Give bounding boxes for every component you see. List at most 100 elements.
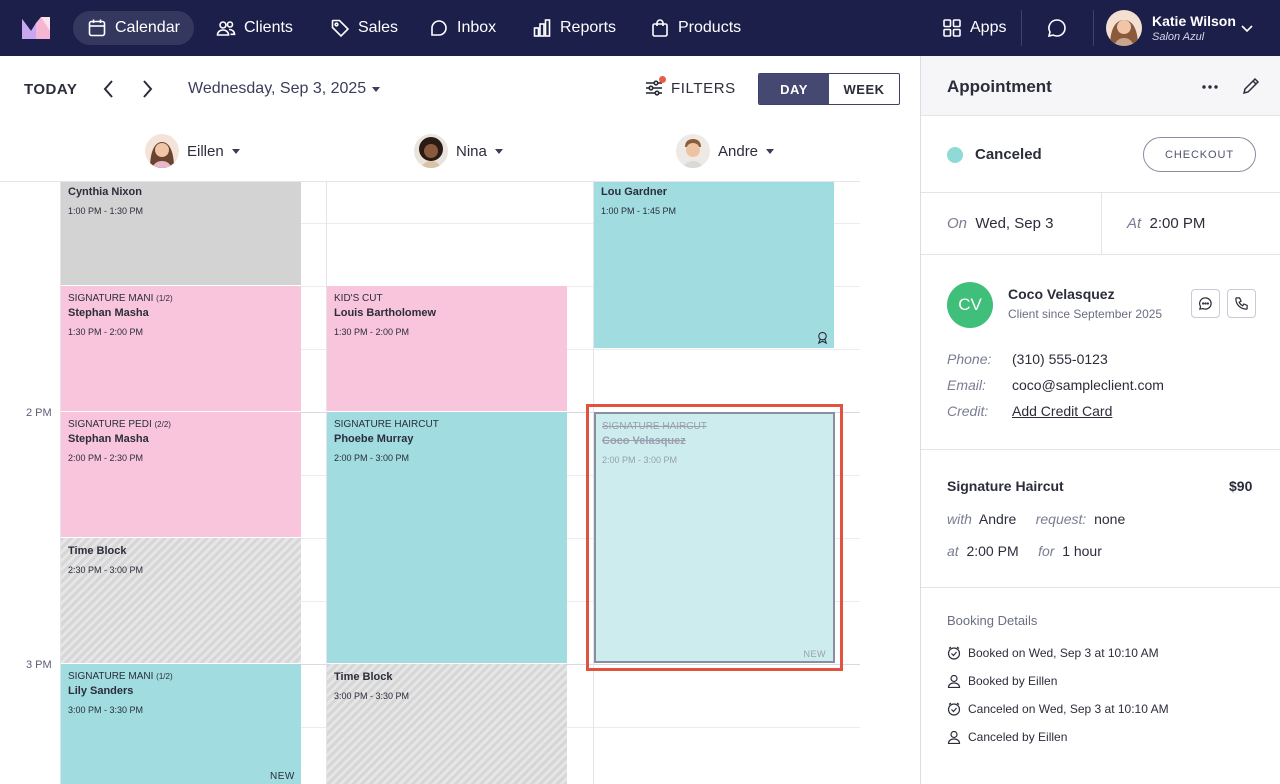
appointment-time: 1:30 PM - 2:00 PM	[68, 327, 144, 337]
appointment-time: 1:00 PM - 1:45 PM	[601, 206, 677, 216]
nav-products[interactable]: Products	[636, 11, 755, 45]
appointment-card[interactable]: KID'S CUT Louis Bartholomew 1:30 PM - 2:…	[327, 286, 567, 412]
service-staff: Andre	[978, 511, 1017, 527]
today-button[interactable]: TODAY	[24, 81, 78, 98]
appointment-card[interactable]: SIGNATURE HAIRCUT Phoebe Murray 2:00 PM …	[327, 412, 567, 664]
add-credit-card-link[interactable]: Add Credit Card	[1012, 403, 1113, 419]
nav-apps-label: Apps	[970, 19, 1007, 36]
nav-clients[interactable]: Clients	[202, 11, 307, 45]
clock-icon	[947, 702, 961, 716]
status-dot	[947, 147, 963, 163]
column-divider	[60, 182, 61, 784]
nav-apps[interactable]: Apps	[928, 11, 1020, 45]
appointment-card[interactable]: Lou Gardner 1:00 PM - 1:45 PM	[594, 182, 834, 349]
appointment-card[interactable]: SIGNATURE MANI (1/2) Stephan Masha 1:30 …	[61, 286, 301, 412]
view-day-button[interactable]: DAY	[759, 74, 829, 104]
appointment-client: Time Block	[334, 671, 393, 683]
appointment-service: SIGNATURE HAIRCUT	[602, 421, 707, 432]
date-label: Wednesday, Sep 3, 2025	[188, 80, 367, 97]
filters-button[interactable]: FILTERS	[645, 76, 736, 97]
appointment-time: 1:00 PM - 1:30 PM	[68, 206, 144, 216]
date-row: On Wed, Sep 3	[947, 215, 1054, 232]
appointment-client: Coco Velasquez	[602, 435, 686, 447]
panel-header: Appointment	[921, 56, 1280, 116]
appointment-time: 2:00 PM - 2:30 PM	[68, 453, 144, 463]
staff-header-nina[interactable]: Nina	[414, 134, 503, 168]
nav-reports[interactable]: Reports	[518, 11, 630, 45]
message-button[interactable]	[1191, 289, 1220, 318]
nav-products-label: Products	[678, 19, 742, 36]
date-picker[interactable]: Wednesday, Sep 3, 2025	[188, 80, 381, 98]
email-value: coco@sampleclient.com	[1012, 377, 1164, 393]
award-icon	[817, 331, 828, 344]
time-block-card[interactable]: Time Block 3:00 PM - 3:30 PM	[327, 664, 567, 784]
appointment-card[interactable]: SIGNATURE MANI (1/2) Lily Sanders 3:00 P…	[61, 664, 301, 784]
appointment-client: Louis Bartholomew	[334, 307, 437, 319]
caret-down-icon	[372, 86, 381, 92]
new-badge: NEW	[270, 771, 295, 782]
panel-divider	[921, 192, 1280, 193]
nav-divider	[1093, 10, 1094, 46]
staff-name: Andre	[718, 142, 759, 160]
pencil-icon[interactable]	[1241, 76, 1261, 96]
service-request: none	[1094, 511, 1126, 527]
appointment-service: SIGNATURE MANI (1/2)	[68, 293, 173, 304]
booking-detail-row: Booked on Wed, Sep 3 at 10:10 AM	[947, 646, 1159, 660]
client-avatar[interactable]: CV	[947, 282, 993, 328]
appointment-card-selected[interactable]: SIGNATURE HAIRCUT Coco Velasquez 2:00 PM…	[594, 412, 835, 663]
status-label: Canceled	[975, 146, 1042, 163]
panel-divider	[921, 587, 1280, 588]
appointment-time: 3:00 PM - 3:30 PM	[68, 705, 144, 715]
staff-header-eillen[interactable]: Eillen	[145, 134, 240, 168]
nav-inbox[interactable]: Inbox	[415, 11, 510, 45]
app-logo[interactable]	[22, 17, 50, 39]
appointment-service: SIGNATURE PEDI (2/2)	[68, 419, 171, 430]
new-badge: NEW	[803, 649, 826, 659]
client-name[interactable]: Coco Velasquez	[1008, 286, 1115, 302]
appointment-time: 2:00 PM - 3:00 PM	[334, 453, 410, 463]
caret-down-icon	[231, 148, 240, 154]
chat-icon[interactable]	[1046, 17, 1068, 39]
chevron-down-icon[interactable]	[1240, 21, 1254, 35]
chevron-left-icon[interactable]	[98, 78, 120, 100]
grid-icon	[943, 19, 961, 37]
chevron-right-icon[interactable]	[136, 78, 158, 100]
checkout-button[interactable]: CHECKOUT	[1143, 137, 1256, 172]
nav-sales[interactable]: Sales	[316, 11, 412, 45]
user-name[interactable]: Katie Wilson	[1152, 13, 1236, 29]
view-week-button[interactable]: WEEK	[843, 81, 885, 97]
time-value: 2:00 PM	[1149, 215, 1206, 232]
appointment-client: Stephan Masha	[68, 307, 149, 319]
filters-label: FILTERS	[671, 79, 736, 97]
nav-reports-label: Reports	[560, 19, 617, 36]
inbox-icon	[431, 20, 447, 36]
time-row: At 2:00 PM	[1127, 215, 1206, 232]
appointment-client: Stephan Masha	[68, 433, 149, 445]
appointment-card[interactable]: Cynthia Nixon 1:00 PM - 1:30 PM	[61, 182, 301, 286]
panel-title: Appointment	[947, 77, 1052, 96]
sliders-icon	[645, 76, 666, 97]
appointment-client: Lily Sanders	[68, 685, 134, 697]
time-block-card[interactable]: Time Block 2:30 PM - 3:00 PM	[61, 538, 301, 664]
appointment-card[interactable]: SIGNATURE PEDI (2/2) Stephan Masha 2:00 …	[61, 412, 301, 538]
appointment-client: Lou Gardner	[601, 186, 668, 198]
service-price: $90	[1229, 478, 1253, 494]
credit-row: Credit: Add Credit Card	[947, 403, 1113, 419]
nav-sales-label: Sales	[358, 19, 399, 36]
person-icon	[947, 730, 961, 744]
selection-highlight	[586, 404, 843, 671]
booking-detail-row: Canceled on Wed, Sep 3 at 10:10 AM	[947, 702, 1169, 716]
client-since: Client since September 2025	[1008, 307, 1163, 321]
user-avatar[interactable]	[1106, 10, 1142, 46]
appointment-service: SIGNATURE MANI (1/2)	[68, 671, 173, 682]
appointment-client: Cynthia Nixon	[68, 186, 142, 198]
service-time-row: at 2:00 PM for 1 hour	[947, 543, 1102, 559]
service-name: Signature Haircut	[947, 478, 1064, 494]
staff-header-andre[interactable]: Andre	[676, 134, 775, 168]
calendar-grid[interactable]: 2 PM 3 PM Cynthia Nixon 1:00 PM - 1:30 P…	[0, 182, 860, 784]
panel-divider	[921, 254, 1280, 255]
more-icon[interactable]	[1201, 78, 1219, 96]
nav-calendar[interactable]: Calendar	[73, 11, 194, 45]
booking-detail-row: Booked by Eillen	[947, 674, 1057, 688]
call-button[interactable]	[1227, 289, 1256, 318]
